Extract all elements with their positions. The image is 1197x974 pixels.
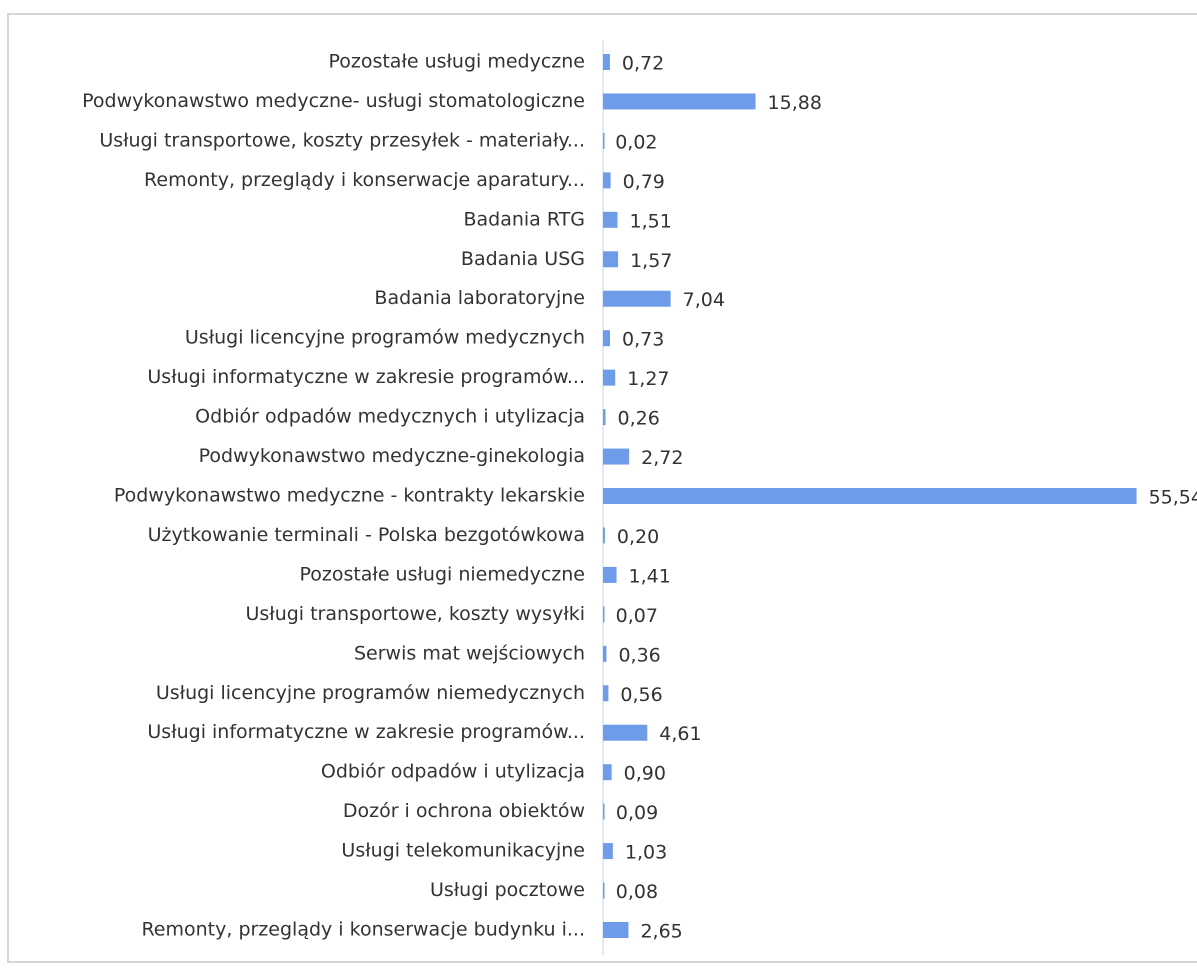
bar (603, 685, 609, 702)
bar (603, 843, 613, 860)
category-label: Usługi transportowe, koszty wysyłki (245, 603, 585, 625)
bar (603, 211, 618, 228)
category-label: Badania RTG (463, 208, 585, 230)
value-label: 2,65 (640, 921, 682, 943)
value-label: 0,07 (616, 605, 658, 627)
category-label: Serwis mat wejściowych (354, 642, 585, 664)
bar (603, 922, 629, 938)
bar (603, 606, 605, 623)
category-label: Podwykonawstwo medyczne- usługi stomatol… (82, 90, 585, 112)
category-label: Odbiór odpadów i utylizacja (321, 761, 585, 783)
category-label: Badania laboratoryjne (374, 287, 585, 309)
bar (603, 54, 610, 70)
bar (603, 448, 630, 465)
value-label: 1,41 (629, 565, 671, 587)
value-label: 0,72 (622, 53, 664, 75)
value-label: 1,51 (630, 210, 672, 232)
value-label: 0,20 (617, 526, 659, 548)
value-label: 1,03 (625, 842, 667, 864)
category-label: Usługi informatyczne w zakresie programó… (147, 366, 585, 388)
bar (603, 488, 1137, 504)
value-label: 0,56 (620, 684, 662, 706)
value-label: 0,26 (617, 408, 659, 430)
value-label: 0,79 (623, 171, 665, 193)
value-label: 4,61 (659, 723, 701, 745)
bar (603, 566, 617, 583)
value-label: 0,36 (618, 644, 660, 666)
category-label: Odbiór odpadów medycznych i utylizacja (195, 406, 585, 428)
bar (603, 93, 756, 110)
value-label: 1,57 (630, 250, 672, 272)
category-label: Badania USG (461, 248, 585, 270)
value-label: 0,73 (622, 329, 664, 351)
bar (603, 290, 671, 307)
value-label: 15,88 (768, 92, 822, 114)
category-label: Usługi licencyjne programów medycznych (185, 327, 585, 349)
chart-frame (7, 13, 1197, 963)
value-label: 7,04 (683, 289, 725, 311)
bar (603, 409, 606, 426)
bar (603, 764, 612, 781)
bar (603, 172, 611, 189)
value-label: 0,09 (616, 802, 658, 824)
bar (603, 369, 616, 386)
category-label: Remonty, przeglądy i konserwacje budynku… (141, 919, 585, 941)
bar (603, 724, 648, 741)
bar (603, 132, 605, 149)
bar (603, 803, 605, 820)
category-label: Dozór i ochrona obiektów (343, 800, 585, 822)
value-label: 0,90 (624, 763, 666, 785)
value-label: 0,02 (615, 131, 657, 153)
category-label: Usługi telekomunikacyjne (341, 840, 585, 862)
value-label: 55,54 (1149, 487, 1197, 509)
category-label: Pozostałe usługi niemedyczne (299, 563, 585, 585)
category-label: Usługi transportowe, koszty przesyłek - … (99, 129, 585, 151)
category-label: Usługi licencyjne programów niemedycznyc… (156, 682, 585, 704)
bar (603, 251, 619, 268)
value-label: 0,08 (616, 881, 658, 903)
value-label: 1,27 (627, 368, 669, 390)
value-label: 2,72 (641, 447, 683, 469)
bar (603, 527, 605, 544)
category-label: Podwykonawstwo medyczne - kontrakty leka… (114, 485, 585, 507)
category-label: Usługi pocztowe (430, 879, 585, 901)
category-label: Usługi informatyczne w zakresie programó… (147, 721, 585, 743)
category-label: Podwykonawstwo medyczne-ginekologia (199, 445, 585, 467)
bar (603, 330, 611, 347)
bar (603, 645, 607, 662)
bar (603, 882, 605, 899)
category-label: Remonty, przeglądy i konserwacje aparatu… (144, 169, 585, 191)
category-label: Użytkowanie terminali - Polska bezgotówk… (148, 524, 585, 546)
category-label: Pozostałe usługi medyczne (328, 51, 585, 73)
